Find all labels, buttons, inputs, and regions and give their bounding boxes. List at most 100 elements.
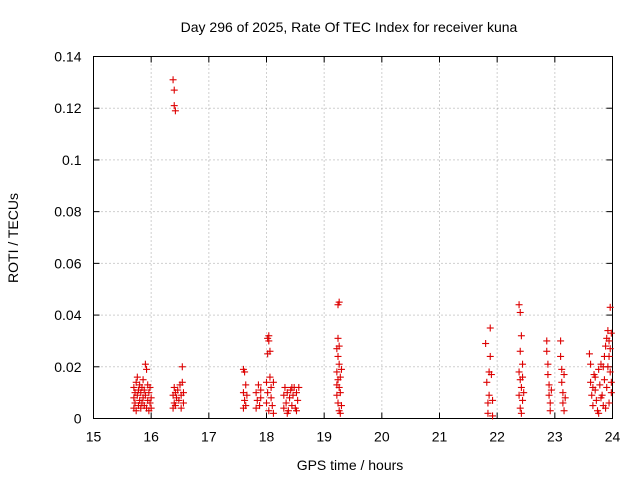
data-point <box>170 102 178 110</box>
data-point <box>335 298 343 306</box>
data-point <box>178 378 186 386</box>
data-point <box>517 409 525 417</box>
y-tick-label: 0.14 <box>54 49 81 65</box>
data-point <box>241 368 249 376</box>
data-point <box>132 407 140 415</box>
grid-lines <box>93 56 613 419</box>
data-point <box>256 402 264 410</box>
y-tick-label: 0.08 <box>54 204 81 220</box>
data-point <box>254 381 262 389</box>
data-point <box>606 368 614 376</box>
data-point <box>597 394 605 402</box>
data-point <box>519 373 527 381</box>
data-point <box>557 337 565 345</box>
data-point <box>599 363 607 371</box>
data-point <box>515 368 523 376</box>
x-tick-label: 23 <box>547 429 563 445</box>
data-point <box>179 389 187 397</box>
data-point <box>591 373 599 381</box>
data-point <box>171 402 179 410</box>
data-point <box>147 404 155 412</box>
data-point <box>269 409 277 417</box>
data-point <box>516 404 524 412</box>
plot-frame <box>93 56 613 419</box>
data-point <box>547 386 555 394</box>
data-point <box>292 407 300 415</box>
y-tick-label: 0 <box>74 411 82 427</box>
data-point <box>484 399 492 407</box>
data-point <box>486 324 494 332</box>
data-point <box>605 337 613 345</box>
y-axis-label: ROTI / TECUs <box>5 193 21 283</box>
data-point <box>559 399 567 407</box>
data-point <box>607 329 615 337</box>
data-point <box>145 389 153 397</box>
data-point <box>589 402 597 410</box>
data-point <box>585 350 593 358</box>
data-point <box>242 402 250 410</box>
x-tick-label: 18 <box>259 429 275 445</box>
data-point <box>557 352 565 360</box>
data-point <box>592 396 600 404</box>
data-point <box>130 383 138 391</box>
data-point <box>336 389 344 397</box>
data-point <box>606 345 614 353</box>
data-point <box>170 86 178 94</box>
data-point <box>560 407 568 415</box>
data-point <box>295 383 303 391</box>
data-point <box>546 399 554 407</box>
data-point <box>334 352 342 360</box>
data-point <box>269 378 277 386</box>
data-point <box>177 404 185 412</box>
data-point <box>139 376 147 384</box>
data-point <box>336 409 344 417</box>
data-point <box>605 399 613 407</box>
data-point <box>264 389 272 397</box>
data-point <box>602 342 610 350</box>
data-point <box>560 371 568 379</box>
data-point <box>179 399 187 407</box>
data-point <box>143 365 151 373</box>
data-point <box>603 383 611 391</box>
y-tick-label: 0.12 <box>54 100 81 116</box>
data-point <box>242 381 250 389</box>
data-point <box>178 363 186 371</box>
data-point <box>257 386 265 394</box>
data-point <box>268 402 276 410</box>
data-point <box>520 389 528 397</box>
data-point <box>543 347 551 355</box>
data-point <box>607 378 615 386</box>
data-point <box>333 368 341 376</box>
data-point <box>283 409 291 417</box>
data-point <box>263 399 270 407</box>
data-point <box>515 391 523 399</box>
data-point <box>558 365 566 373</box>
data-point <box>484 409 492 417</box>
data-point <box>587 360 595 368</box>
data-point <box>483 378 491 386</box>
data-point <box>257 394 265 402</box>
data-point <box>559 389 567 397</box>
data-point <box>600 376 608 384</box>
data-point <box>588 391 596 399</box>
data-point <box>294 396 302 404</box>
data-point <box>281 383 289 391</box>
x-tick-label: 22 <box>489 429 505 445</box>
x-axis-label: GPS time / hours <box>297 457 404 473</box>
data-point <box>489 412 497 420</box>
data-point <box>336 373 344 381</box>
data-point <box>607 389 615 397</box>
data-point <box>266 373 274 381</box>
data-point <box>147 394 155 402</box>
data-point <box>263 378 270 386</box>
data-point <box>334 334 342 342</box>
data-point <box>264 350 272 358</box>
data-point <box>265 407 273 415</box>
x-tick-label: 15 <box>86 429 102 445</box>
data-point <box>241 396 249 404</box>
data-point <box>596 381 604 389</box>
data-point <box>543 337 551 345</box>
x-tick-label: 17 <box>201 429 217 445</box>
data-point <box>546 407 554 415</box>
